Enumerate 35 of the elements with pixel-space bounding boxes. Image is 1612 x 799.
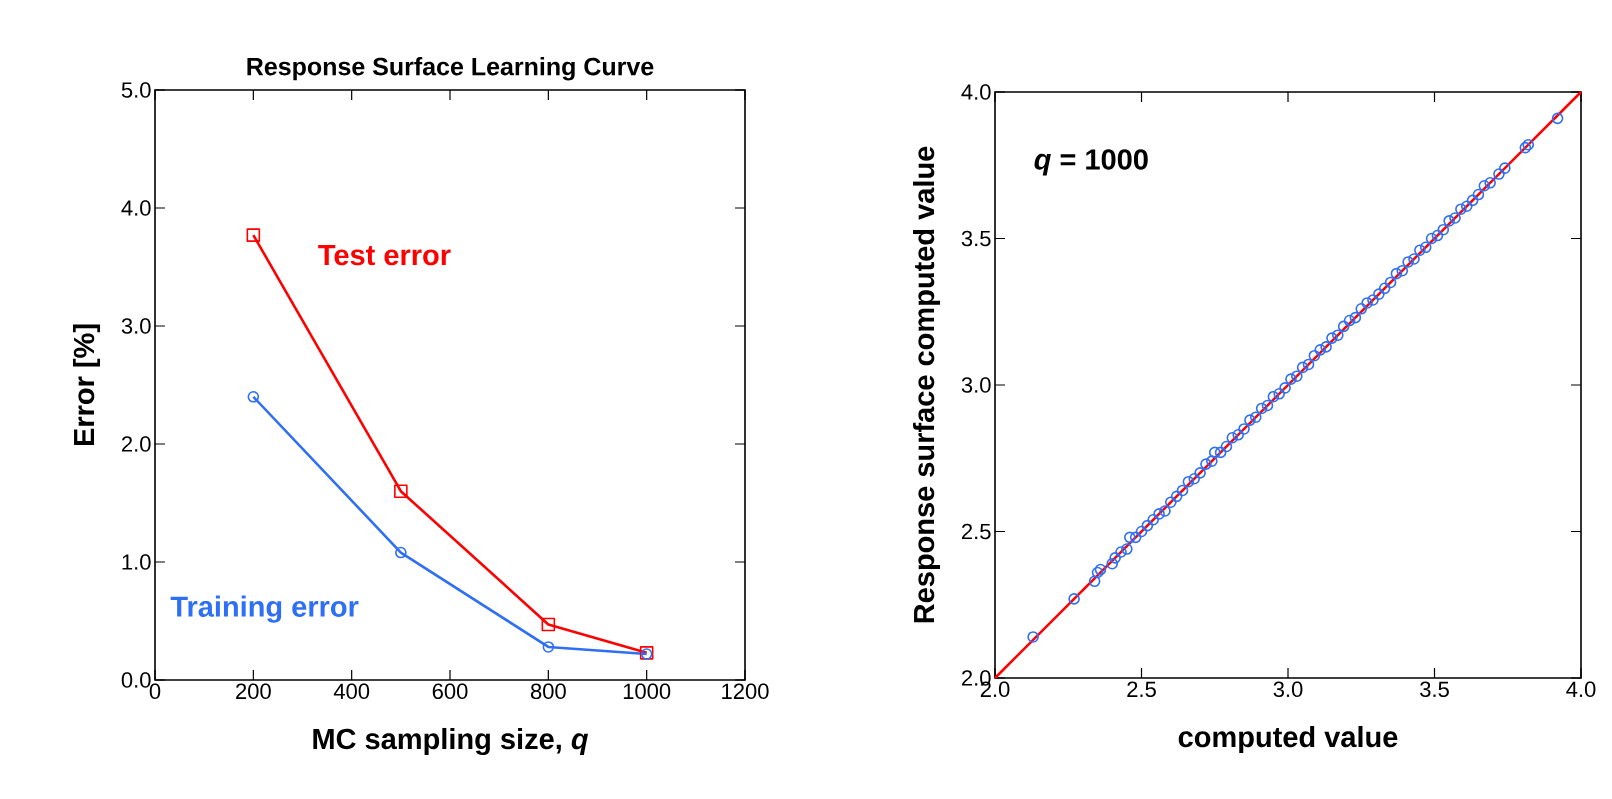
point	[247, 390, 260, 403]
x-tick-label: 600	[432, 683, 468, 700]
text: q = 1000	[1034, 149, 1148, 176]
x-axis-title: computed value	[1178, 725, 1398, 753]
x-tick-label: 400	[333, 683, 370, 700]
point	[246, 228, 261, 242]
point	[395, 546, 407, 559]
point	[394, 484, 408, 498]
x-tick-label: 2.5	[1127, 681, 1156, 698]
chart-title: Response Surface Learning Curve	[247, 57, 654, 81]
x-tick-label: 1000	[623, 683, 671, 700]
point	[541, 617, 556, 632]
point	[542, 641, 555, 653]
y-tick-label: 4.0	[961, 84, 991, 100]
x-tick-label: 200	[236, 683, 271, 700]
y-tick-label: 2.0	[122, 436, 151, 452]
x-tick-label: 1200	[722, 683, 769, 700]
y-tick-label: 0.0	[121, 672, 151, 688]
x-tick-label: 3.0	[1273, 681, 1303, 698]
x-tick-label: 3.5	[1420, 681, 1449, 698]
x-tick-label: 800	[530, 683, 566, 700]
y-tick-label: 3.0	[961, 377, 991, 393]
y-tick-label: 4.0	[121, 200, 151, 216]
y-tick-label: 1.0	[122, 554, 151, 570]
y-tick-label: 3.0	[121, 318, 151, 334]
y-axis-title: Error [%]	[72, 324, 101, 446]
x-tick-label: 4.0	[1566, 681, 1596, 698]
x-tick-label: 0	[149, 683, 161, 700]
series-label: Test error	[318, 245, 451, 266]
series-label: Training error	[170, 595, 359, 623]
y-tick-label: 2.5	[962, 523, 991, 540]
y-tick-label: 5.0	[121, 82, 151, 98]
y-axis-title: Response surface computed value	[912, 146, 941, 623]
y-tick-label: 3.5	[961, 230, 991, 247]
x-axis-title: MC sampling size, q	[313, 727, 589, 756]
